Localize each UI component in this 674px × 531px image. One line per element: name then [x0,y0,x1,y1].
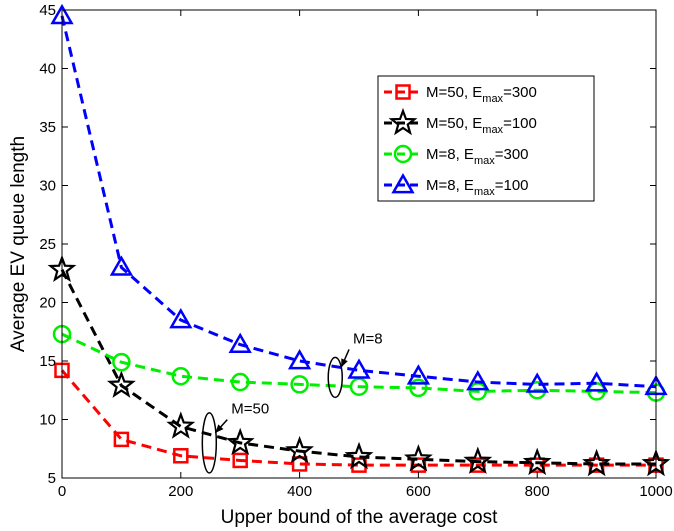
legend-label-subscript: max [482,93,503,105]
annotation-arrowhead [215,424,224,433]
data-point [522,447,552,476]
annotation-arrowhead [341,358,348,368]
legend-label-main: M=50, E [426,115,482,132]
y-tick-label: 5 [48,470,56,487]
data-point [463,446,493,474]
annotation-0: M=8 [327,330,383,399]
y-tick-label: 25 [39,236,56,253]
x-tick-label: 400 [287,483,312,500]
series-line [60,369,656,467]
x-tick-label: 1000 [639,483,672,500]
data-point [228,332,252,353]
legend-entry: M=50, Emax=100 [384,107,537,136]
legend-entry: M=8, Emax=300 [384,144,529,167]
data-point [525,372,549,393]
x-tick-label: 600 [406,483,431,500]
legend-label-main: M=50, E [426,84,482,101]
data-point [171,366,191,386]
legend-label-tail: =300 [495,146,529,163]
y-tick-label: 30 [39,178,56,195]
series-line [60,15,657,389]
annotation-text: M=50 [231,401,269,418]
legend-label: M=8, Emax=100 [426,177,529,198]
legend-marker [395,84,411,100]
x-tick-label: 0 [58,483,66,500]
annotation-1: M=50 [201,401,269,474]
data-point [347,358,371,379]
data-point [232,452,248,469]
x-tick-label: 200 [168,483,193,500]
legend-label-subscript: max [474,155,495,167]
data-point [470,457,486,473]
legend-label: M=50, Emax=300 [426,84,537,105]
y-axis-ticks: 5 10 15 20 25 30 35 40 45 [39,2,656,487]
y-tick-label: 35 [39,119,56,136]
x-tick-label: 800 [525,483,550,500]
data-point [169,308,193,329]
data-point [113,431,130,448]
y-tick-label: 45 [39,2,56,19]
data-point [290,375,309,394]
legend-label-tail: =100 [495,177,529,194]
x-axis-ticks: 0 200 400 600 800 1000 [58,10,673,500]
data-point [529,457,545,473]
legend-label-subscript: max [474,186,495,198]
y-tick-label: 20 [39,295,56,312]
x-axis-label: Upper bound of the average cost [221,507,498,528]
data-point [166,411,196,439]
legend-label: M=50, Emax=100 [426,115,537,136]
y-tick-label: 40 [39,61,56,78]
data-point [291,456,308,472]
series-line [60,269,656,466]
data-point [344,441,374,470]
data-point [230,372,250,392]
data-point [349,377,369,396]
data-point [112,352,131,372]
data-point [466,370,490,391]
legend-entry: M=50, Emax=300 [384,84,537,105]
series-3 [50,3,668,396]
y-tick-label: 10 [39,412,56,429]
legend-label: M=8, Emax=300 [426,146,529,167]
legend-marker [393,144,413,164]
y-axis-label: Average EV queue length [8,136,29,352]
series-0 [54,362,664,473]
data-point [225,427,255,456]
legend-marker [391,172,415,194]
series-1 [47,254,671,477]
data-point [109,255,134,276]
legend-label-tail: =300 [503,84,537,101]
legend-label-subscript: max [482,124,503,136]
data-point [584,371,609,392]
data-point [106,370,136,398]
legend-box [377,75,595,202]
legend-label-tail: =100 [503,115,537,132]
data-point [409,378,428,398]
data-point [582,448,612,477]
annotations: M=8 M=50 [201,330,383,474]
y-tick-label: 15 [39,353,56,370]
legend-label-main: M=8, E [426,146,474,163]
data-point [287,348,312,370]
data-point [406,364,431,385]
data-point [285,435,315,464]
annotation-text: M=8 [353,330,383,347]
annotation-ellipse [201,412,218,474]
data-point [173,448,189,464]
legend-entry: M=8, Emax=100 [384,172,529,198]
data-point [403,444,433,472]
legend-marker [388,107,418,136]
legend-label-main: M=8, E [426,177,474,194]
annotation-ellipse [327,356,343,399]
plot-marks [47,3,671,477]
series-line [61,332,657,395]
